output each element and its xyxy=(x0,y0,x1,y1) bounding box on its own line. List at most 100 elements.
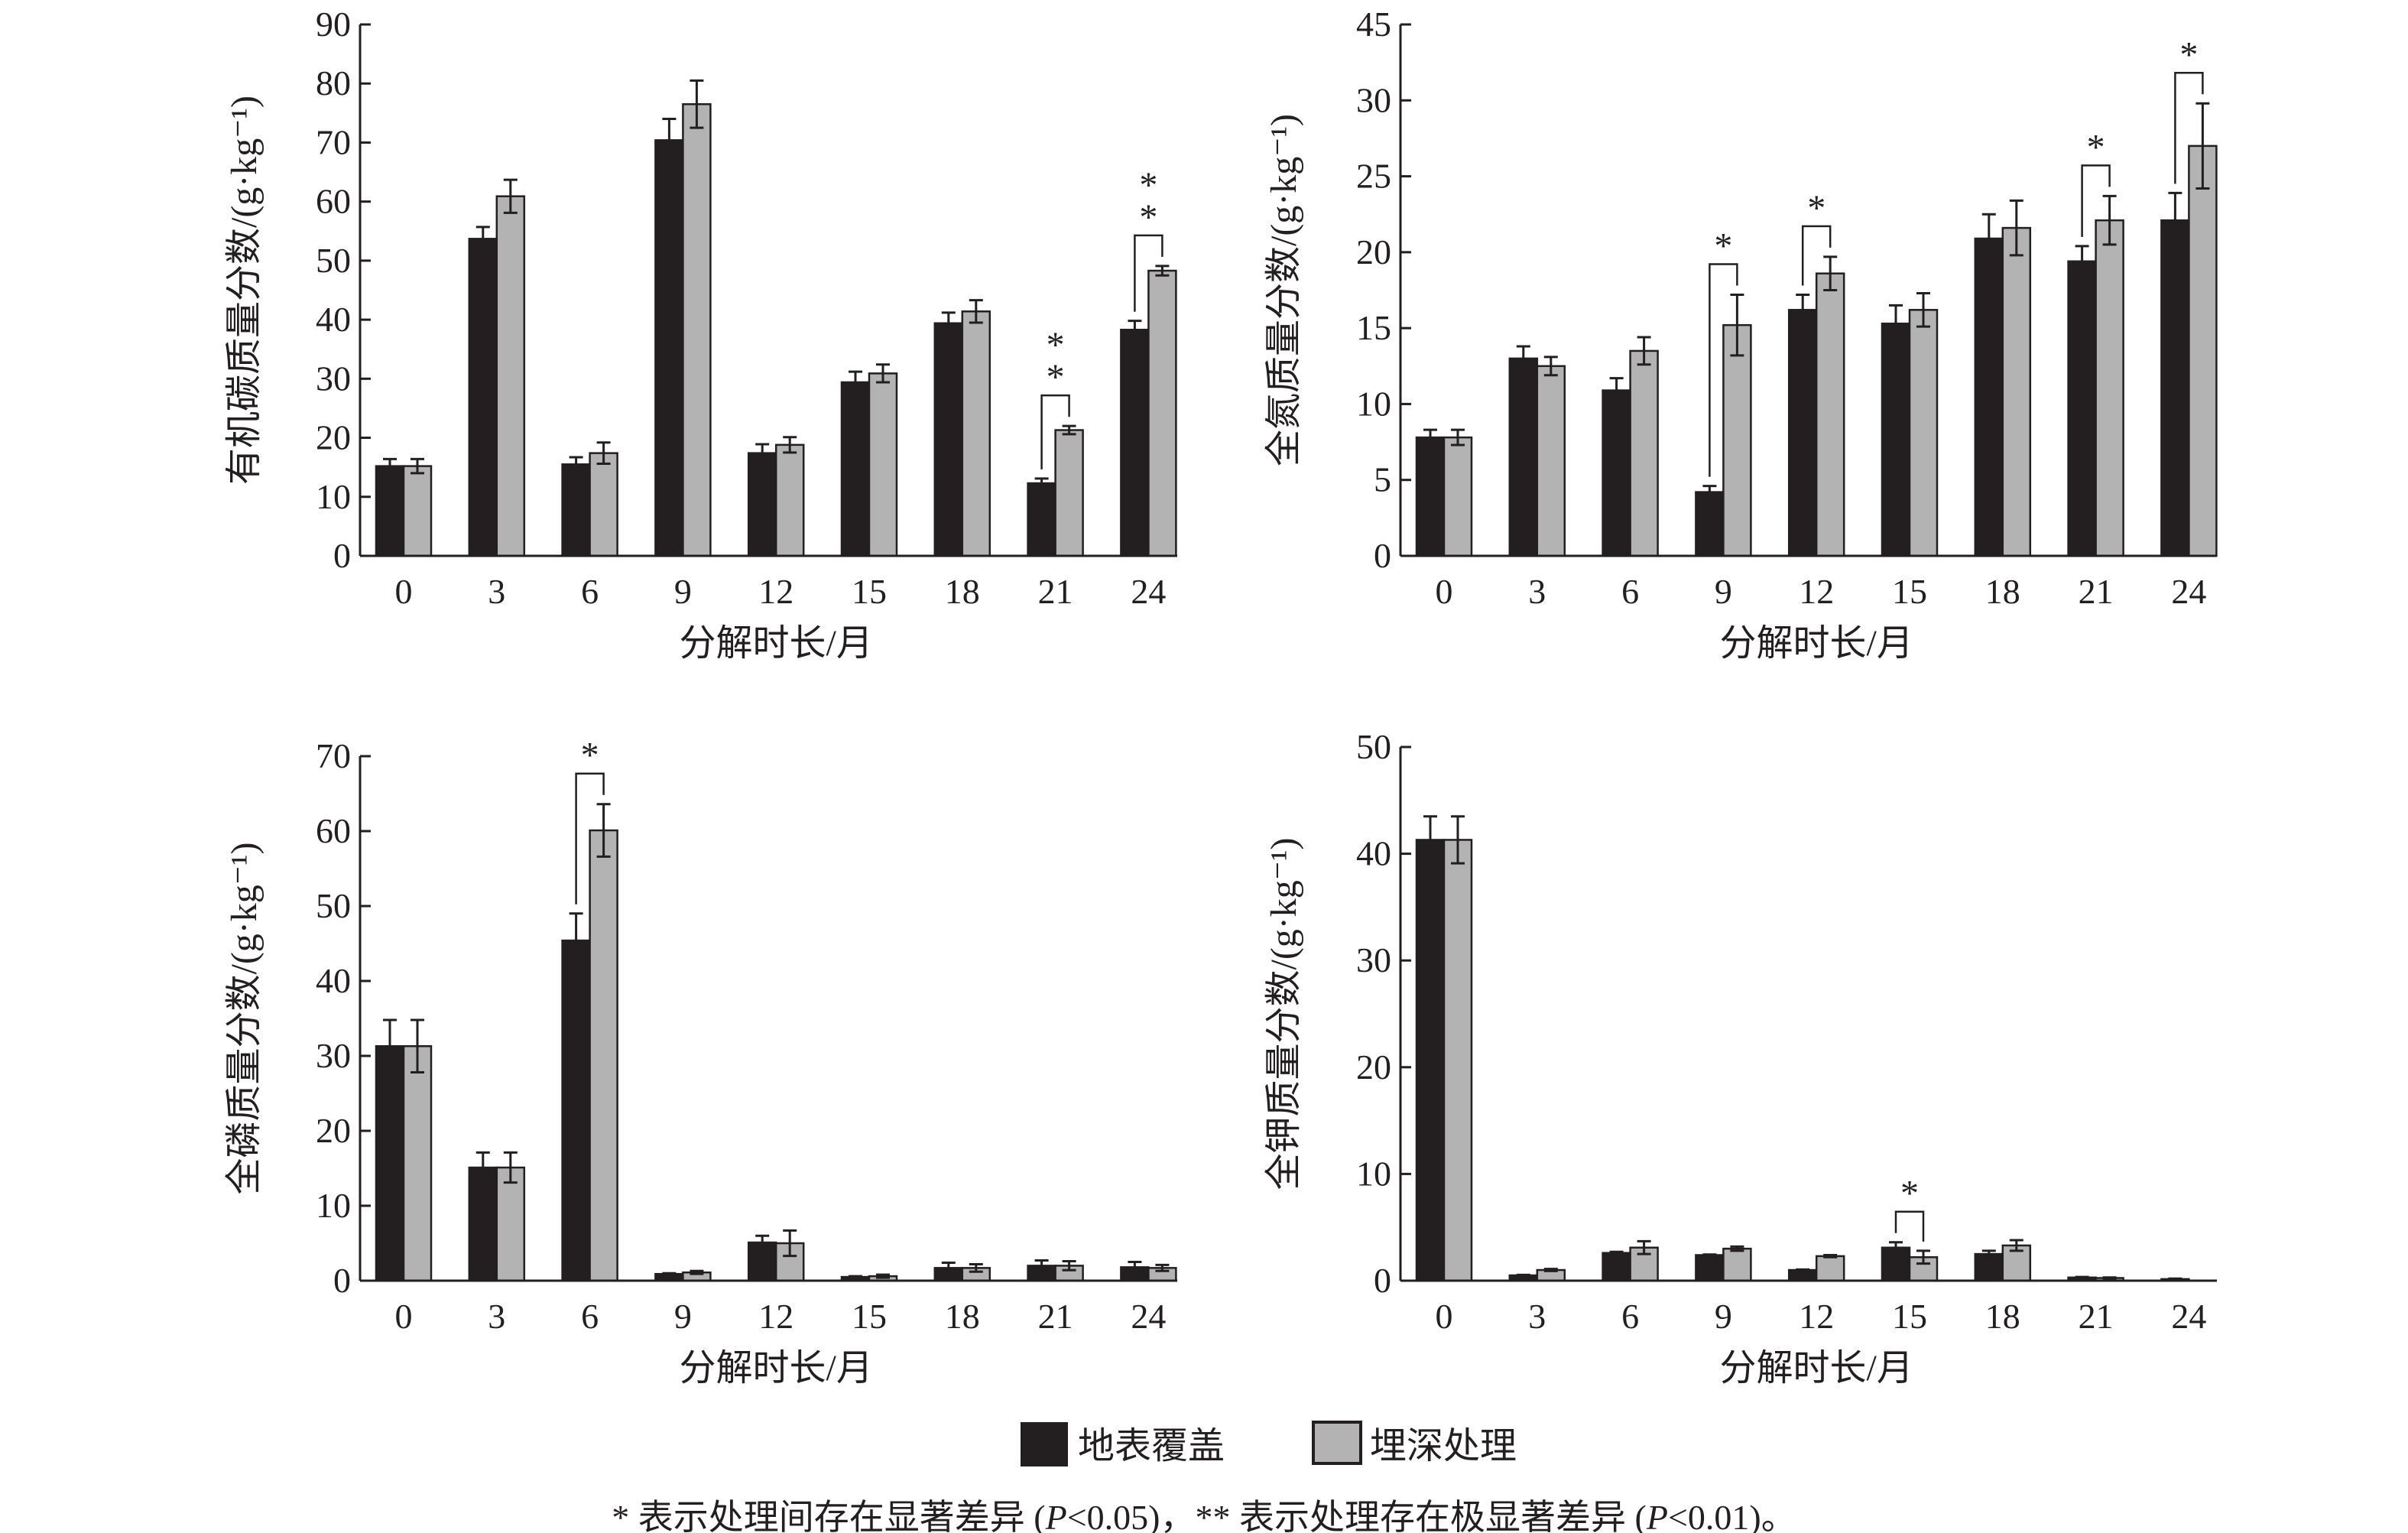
significance-mark: * xyxy=(1807,188,1825,229)
significance-mark: * xyxy=(1714,226,1732,266)
bar-buried xyxy=(868,372,898,557)
x-tick-label: 18 xyxy=(945,572,980,611)
y-tick-label: 45 xyxy=(1356,5,1391,44)
bar-buried xyxy=(2188,145,2218,557)
x-tick-label: 9 xyxy=(674,1297,692,1336)
bar-surface xyxy=(1415,436,1446,557)
bar-buried xyxy=(1536,365,1566,557)
x-tick-label: 9 xyxy=(1715,1297,1732,1336)
x-tick-label: 6 xyxy=(1621,572,1639,611)
significance-bracket xyxy=(1709,263,1738,477)
significance-mark: * xyxy=(1139,197,1157,238)
bar-surface xyxy=(561,939,591,1282)
bar-buried xyxy=(1147,269,1177,557)
bar-surface xyxy=(1027,482,1056,557)
x-tick-label: 21 xyxy=(2079,1297,2114,1336)
x-tick-label: 0 xyxy=(1436,1297,1453,1336)
y-tick-label: 40 xyxy=(316,961,351,1000)
bar-surface xyxy=(1120,328,1150,557)
x-tick-label: 3 xyxy=(488,1297,505,1336)
chart-panel-1: 0 5 10 15 20 25 30 45 全氮质量分数/(g·kg⁻¹) 0 3 6 9 * 12 * 15 1… xyxy=(1264,5,2218,664)
significance-mark: * xyxy=(581,736,599,776)
bar-buried xyxy=(1908,309,1939,557)
x-tick-label: 0 xyxy=(1436,572,1453,611)
x-tick-label: 24 xyxy=(2171,1297,2206,1336)
x-axis-label: 分解时长/月 xyxy=(680,623,873,664)
significance-mark: * xyxy=(2179,34,2198,75)
footnote: * 表示处理间存在显著差异 (P<0.05)，** 表示处理存在极显著差异 (P… xyxy=(612,1498,1796,1533)
y-tick-label: 30 xyxy=(1356,80,1391,119)
bar-buried xyxy=(1815,1255,1845,1282)
y-tick-label: 10 xyxy=(1356,1154,1391,1193)
x-tick-label: 15 xyxy=(1892,572,1927,611)
bar-buried xyxy=(1629,349,1659,557)
y-tick-label: 50 xyxy=(316,241,351,280)
x-tick-label: 18 xyxy=(945,1297,980,1336)
bar-surface xyxy=(933,322,964,557)
significance-bracket xyxy=(1040,394,1070,469)
legend-swatch-surface xyxy=(1021,1422,1068,1466)
y-tick-label: 40 xyxy=(316,300,351,339)
x-tick-label: 0 xyxy=(395,1297,413,1336)
bar-surface xyxy=(840,381,871,557)
x-tick-label: 6 xyxy=(581,1297,599,1336)
bar-surface xyxy=(1695,491,1725,557)
bar-buried xyxy=(961,310,991,557)
significance-bracket xyxy=(1894,1210,1925,1242)
y-tick-label: 0 xyxy=(333,536,351,575)
x-tick-label: 12 xyxy=(758,1297,793,1336)
x-tick-label: 12 xyxy=(1799,572,1834,611)
x-tick-label: 21 xyxy=(1038,572,1073,611)
bar-surface xyxy=(375,1045,405,1282)
bar-buried xyxy=(2095,219,2124,557)
y-tick-label: 0 xyxy=(333,1261,351,1300)
y-tick-label: 80 xyxy=(316,63,351,102)
y-tick-label: 90 xyxy=(316,5,351,44)
x-tick-label: 24 xyxy=(2171,572,2206,611)
x-tick-label: 6 xyxy=(581,572,599,611)
y-tick-label: 0 xyxy=(1374,1261,1391,1300)
significance-bracket xyxy=(2174,72,2204,184)
significance-mark: * xyxy=(2087,127,2105,167)
bar-buried xyxy=(402,1045,433,1282)
y-tick-label: 25 xyxy=(1356,157,1391,196)
y-tick-label: 20 xyxy=(316,1111,351,1150)
bar-surface xyxy=(561,463,591,557)
bar-buried xyxy=(1054,429,1084,557)
legend-label-surface: 地表覆盖 xyxy=(1078,1426,1225,1466)
y-tick-label: 10 xyxy=(316,1186,351,1225)
x-tick-label: 21 xyxy=(2079,572,2114,611)
significance-bracket xyxy=(1801,225,1832,286)
x-tick-label: 15 xyxy=(852,1297,887,1336)
significance-bracket xyxy=(575,772,605,905)
bar-surface xyxy=(1602,1252,1631,1282)
legend: 地表覆盖 埋深处理 xyxy=(1021,1421,1517,1466)
bar-surface xyxy=(375,465,405,557)
x-axis-label: 分解时长/月 xyxy=(680,1348,873,1388)
x-tick-label: 18 xyxy=(1985,572,2020,611)
bar-surface xyxy=(1508,357,1539,557)
x-tick-label: 3 xyxy=(1528,1297,1546,1336)
y-tick-label: 10 xyxy=(316,477,351,516)
bar-surface xyxy=(1787,309,1818,557)
x-tick-label: 12 xyxy=(758,572,793,611)
y-axis-label: 全钾质量分数/(g·kg⁻¹) xyxy=(1264,837,1304,1190)
x-tick-label: 3 xyxy=(488,572,505,611)
y-tick-label: 60 xyxy=(316,811,351,850)
x-tick-label: 15 xyxy=(852,572,887,611)
significance-mark: * xyxy=(1047,357,1065,398)
bar-surface xyxy=(1974,237,2004,557)
significance-bracket xyxy=(1134,234,1163,312)
chart-panel-2: 0 10 20 30 40 50 60 70 全磷质量分数/(g·kg⁻¹) 0 3 6 * 9 12 15 1… xyxy=(224,736,1177,1388)
x-tick-label: 9 xyxy=(1715,572,1732,611)
y-tick-label: 50 xyxy=(1356,727,1391,766)
y-tick-label: 15 xyxy=(1356,308,1391,347)
significance-mark: * xyxy=(1047,325,1065,365)
bar-surface xyxy=(2160,219,2190,557)
x-tick-label: 18 xyxy=(1985,1297,2020,1336)
y-tick-label: 20 xyxy=(1356,1047,1391,1086)
bar-surface xyxy=(1695,1254,1725,1282)
bar-surface xyxy=(654,139,684,557)
bar-surface xyxy=(2067,260,2097,557)
